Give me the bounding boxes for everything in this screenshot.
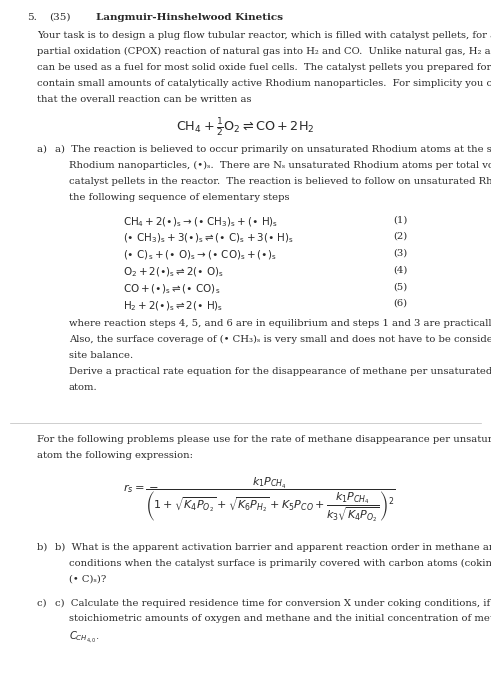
Text: conditions when the catalyst surface is primarily covered with carbon atoms (cok: conditions when the catalyst surface is … <box>69 559 491 568</box>
Text: atom.: atom. <box>69 383 97 392</box>
Text: $\mathrm{O_2 + 2(\bullet)_s \rightleftharpoons 2(\bullet\ O)_s}$: $\mathrm{O_2 + 2(\bullet)_s \rightleftha… <box>123 265 224 279</box>
Text: where reaction steps 4, 5, and 6 are in equilibrium and steps 1 and 3 are practi: where reaction steps 4, 5, and 6 are in … <box>69 319 491 328</box>
Text: $r_s = -$: $r_s = -$ <box>123 482 159 495</box>
Text: c)  Calculate the required residence time for conversion X under coking conditio: c) Calculate the required residence time… <box>55 598 491 608</box>
Text: that the overall reaction can be written as: that the overall reaction can be written… <box>37 95 251 104</box>
Text: $\mathrm{CH_4 + 2(\bullet)_s \rightarrow (\bullet\ CH_3)_s + (\bullet\ H)_s}$: $\mathrm{CH_4 + 2(\bullet)_s \rightarrow… <box>123 215 278 229</box>
Text: stoichiometric amounts of oxygen and methane and the initial concentration of me: stoichiometric amounts of oxygen and met… <box>69 615 491 624</box>
Text: $\mathrm{(\bullet\ CH_3)_s + 3(\bullet)_s \rightleftharpoons (\bullet\ C)_s + 3(: $\mathrm{(\bullet\ CH_3)_s + 3(\bullet)_… <box>123 232 294 246</box>
Text: site balance.: site balance. <box>69 351 133 360</box>
Text: b): b) <box>37 542 50 552</box>
Text: contain small amounts of catalytically active Rhodium nanoparticles.  For simpli: contain small amounts of catalytically a… <box>37 79 491 88</box>
Text: (2): (2) <box>393 232 407 241</box>
Text: catalyst pellets in the reactor.  The reaction is believed to follow on unsatura: catalyst pellets in the reactor. The rea… <box>69 176 491 186</box>
Text: Also, the surface coverage of (• CH₃)ₛ is very small and does not have to be con: Also, the surface coverage of (• CH₃)ₛ i… <box>69 335 491 344</box>
Text: (6): (6) <box>393 299 407 308</box>
Text: (1): (1) <box>393 215 407 224</box>
Text: atom the following expression:: atom the following expression: <box>37 452 193 461</box>
Text: $\mathrm{CH_4 + \frac{1}{2}O_2 \rightleftharpoons CO + 2H_2}$: $\mathrm{CH_4 + \frac{1}{2}O_2 \rightlef… <box>176 116 315 138</box>
Text: partial oxidation (CPOX) reaction of natural gas into H₂ and CO.  Unlike natural: partial oxidation (CPOX) reaction of nat… <box>37 48 491 57</box>
Text: $\dfrac{k_1 P_{CH_4}}{\left(1 + \sqrt{K_4 P_{O_2}} + \sqrt{K_6 P_{H_2}} + K_5 P_: $\dfrac{k_1 P_{CH_4}}{\left(1 + \sqrt{K_… <box>145 475 395 524</box>
Text: can be used as a fuel for most solid oxide fuel cells.  The catalyst pellets you: can be used as a fuel for most solid oxi… <box>37 63 491 72</box>
Text: $\mathrm{CO + (\bullet)_s \rightleftharpoons (\bullet\ CO)_s}$: $\mathrm{CO + (\bullet)_s \rightleftharp… <box>123 282 220 295</box>
Text: c): c) <box>37 598 50 608</box>
Text: $\mathrm{H_2 + 2(\bullet)_s \rightleftharpoons 2(\bullet\ H)_s}$: $\mathrm{H_2 + 2(\bullet)_s \rightleftha… <box>123 299 223 312</box>
Text: a)  The reaction is believed to occur primarily on unsaturated Rhodium atoms at : a) The reaction is believed to occur pri… <box>55 145 491 154</box>
Text: Rhodium nanoparticles, (•)ₛ.  There are Nₛ unsaturated Rhodium atoms per total v: Rhodium nanoparticles, (•)ₛ. There are N… <box>69 161 491 170</box>
Text: For the following problems please use for the rate of methane disappearance per : For the following problems please use fo… <box>37 435 491 444</box>
Text: Langmuir-Hinshelwood Kinetics: Langmuir-Hinshelwood Kinetics <box>96 13 283 22</box>
Text: 5.: 5. <box>27 13 37 22</box>
Text: (• C)ₛ)?: (• C)ₛ)? <box>69 575 106 583</box>
Text: (4): (4) <box>393 265 407 274</box>
Text: (35): (35) <box>49 13 71 22</box>
Text: (5): (5) <box>393 282 407 291</box>
Text: a): a) <box>37 145 50 154</box>
Text: the following sequence of elementary steps: the following sequence of elementary ste… <box>69 193 289 202</box>
Text: $C_{CH_{4,0}}.$: $C_{CH_{4,0}}.$ <box>69 630 99 645</box>
Text: b)  What is the apparent activation barrier and apparent reaction order in metha: b) What is the apparent activation barri… <box>55 542 491 552</box>
Text: Derive a practical rate equation for the disappearance of methane per unsaturate: Derive a practical rate equation for the… <box>69 367 491 376</box>
Text: Your task is to design a plug flow tubular reactor, which is filled with catalys: Your task is to design a plug flow tubul… <box>37 32 491 41</box>
Text: (3): (3) <box>393 248 407 258</box>
Text: $\mathrm{(\bullet\ C)_s + (\bullet\ O)_s \rightarrow (\bullet\ CO)_s + (\bullet): $\mathrm{(\bullet\ C)_s + (\bullet\ O)_s… <box>123 248 276 262</box>
